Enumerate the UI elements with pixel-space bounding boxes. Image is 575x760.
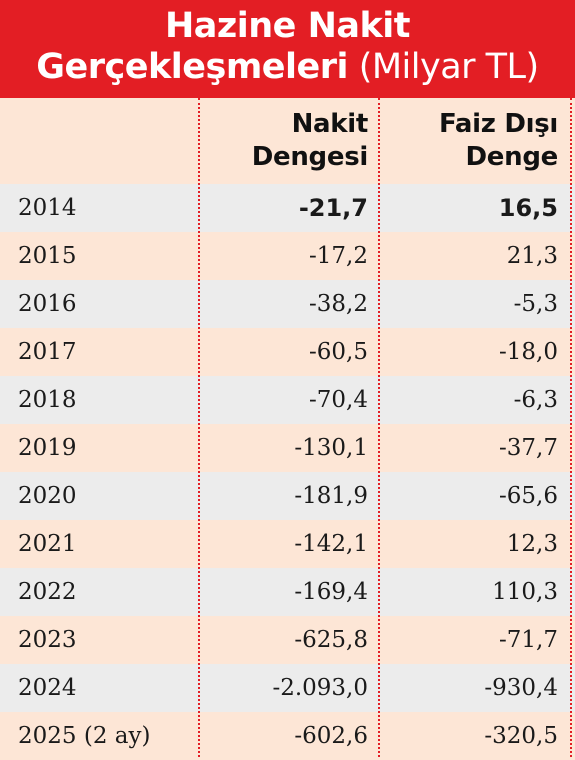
year-cell: 2025 (2 ay) [18,723,151,749]
nakit-dengesi-cell: -60,5 [309,339,368,365]
year-cell: 2019 [18,435,77,461]
title-main-text: Gerçekleşmeleri [36,47,349,87]
faiz-disi-denge-cell: -65,6 [499,483,558,509]
title-unit: (Milyar TL) [358,47,540,87]
table-row: 2022 -169,4 110,3 [0,568,575,616]
faiz-disi-denge-cell: -320,5 [484,723,558,749]
faiz-disi-denge-cell: -37,7 [499,435,558,461]
year-cell: 2020 [18,483,77,509]
title-line-1: Hazine Nakit [164,6,411,46]
table-row: 2024 -2.093,0 -930,4 [0,664,575,712]
nakit-dengesi-cell: -169,4 [294,579,368,605]
column-divider [198,98,200,757]
nakit-dengesi-cell: -130,1 [294,435,368,461]
year-cell: 2016 [18,291,77,317]
year-cell: 2015 [18,243,77,269]
table-body: 2014 -21,7 16,5 2015 -17,2 21,3 2016 -38… [0,184,575,760]
column-header-nakit-line2: Dengesi [251,142,369,172]
table-row: 2014 -21,7 16,5 [0,184,575,232]
faiz-disi-denge-cell: -5,3 [513,291,558,317]
column-header-nakit-dengesi: Nakit Dengesi [200,108,369,174]
year-cell: 2021 [18,531,77,557]
column-divider [570,98,572,757]
nakit-dengesi-cell: -625,8 [294,627,368,653]
nakit-dengesi-cell: -21,7 [298,194,368,222]
faiz-disi-denge-cell: 16,5 [498,194,558,222]
column-header-faiz-line2: Denge [465,142,559,172]
table-row: 2021 -142,1 12,3 [0,520,575,568]
year-cell: 2024 [18,675,77,701]
nakit-dengesi-cell: -17,2 [309,243,368,269]
faiz-disi-denge-cell: 21,3 [506,243,558,269]
faiz-disi-denge-cell: 12,3 [506,531,558,557]
table-row: 2018 -70,4 -6,3 [0,376,575,424]
year-cell: 2014 [18,195,77,221]
faiz-disi-denge-cell: 110,3 [492,579,558,605]
table-row: 2015 -17,2 21,3 [0,232,575,280]
nakit-dengesi-cell: -142,1 [294,531,368,557]
faiz-disi-denge-cell: -71,7 [499,627,558,653]
nakit-dengesi-cell: -181,9 [294,483,368,509]
year-cell: 2018 [18,387,77,413]
faiz-disi-denge-cell: -18,0 [499,339,558,365]
year-cell: 2017 [18,339,77,365]
year-cell: 2022 [18,579,77,605]
column-header-faiz-line1: Faiz Dışı [438,109,558,139]
table-row: 2019 -130,1 -37,7 [0,424,575,472]
faiz-disi-denge-cell: -6,3 [513,387,558,413]
faiz-disi-denge-cell: -930,4 [484,675,558,701]
nakit-dengesi-cell: -2.093,0 [272,675,368,701]
column-divider [378,98,380,757]
table-row: 2017 -60,5 -18,0 [0,328,575,376]
year-cell: 2023 [18,627,77,653]
title-line-2: Gerçekleşmeleri (Milyar TL) [0,46,575,88]
table-row: 2016 -38,2 -5,3 [0,280,575,328]
table-row: 2023 -625,8 -71,7 [0,616,575,664]
nakit-dengesi-cell: -602,6 [294,723,368,749]
table-title: Hazine Nakit Gerçekleşmeleri (Milyar TL) [0,0,575,98]
nakit-dengesi-cell: -38,2 [309,291,368,317]
column-header-nakit-line1: Nakit [291,109,369,139]
table-row: 2025 (2 ay) -602,6 -320,5 [0,712,575,760]
nakit-dengesi-cell: -70,4 [309,387,368,413]
table-row: 2020 -181,9 -65,6 [0,472,575,520]
column-header-faiz-disi-denge: Faiz Dışı Denge [388,108,558,174]
column-header-row: Nakit Dengesi Faiz Dışı Denge [0,98,575,184]
